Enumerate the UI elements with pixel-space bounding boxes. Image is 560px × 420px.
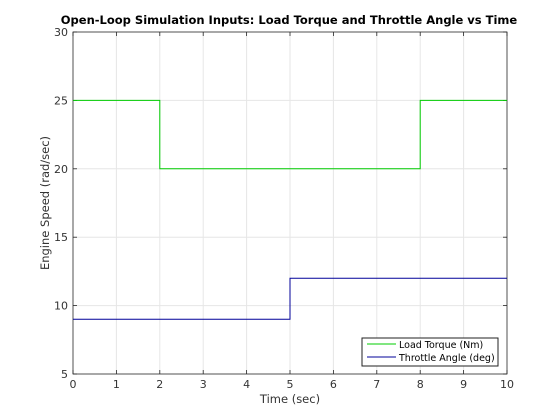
y-axis-label: Engine Speed (rad/sec) bbox=[38, 136, 52, 270]
tick-labels: 0 1 2 3 4 5 6 7 8 9 10 5 10 15 20 25 30 bbox=[54, 26, 514, 391]
x-tick-label: 8 bbox=[417, 378, 424, 391]
y-tick-label: 20 bbox=[54, 163, 68, 176]
x-axis-label: Time (sec) bbox=[259, 392, 320, 406]
x-tick-label: 5 bbox=[287, 378, 294, 391]
series-throttle-angle-line bbox=[73, 277, 507, 320]
x-tick-label: 3 bbox=[200, 378, 207, 391]
y-tick-label: 25 bbox=[54, 94, 68, 107]
x-tick-label: 2 bbox=[156, 378, 163, 391]
x-tick-label: 4 bbox=[243, 378, 250, 391]
chart-title: Open-Loop Simulation Inputs: Load Torque… bbox=[61, 13, 518, 27]
x-tick-label: 0 bbox=[70, 378, 77, 391]
legend-box bbox=[361, 337, 499, 367]
x-tick-label: 1 bbox=[113, 378, 120, 391]
legend: Load Torque (Nm) Throttle Angle (deg) bbox=[361, 337, 499, 367]
y-tick-label: 15 bbox=[54, 231, 68, 244]
series-load-torque-line bbox=[73, 99, 507, 170]
plot-area: 0 1 2 3 4 5 6 7 8 9 10 5 10 15 20 25 30 bbox=[54, 26, 514, 391]
x-tick-label: 6 bbox=[330, 378, 337, 391]
legend-label-throttle-angle: Throttle Angle (deg) bbox=[398, 353, 495, 364]
axes bbox=[72, 31, 508, 375]
series-layer bbox=[73, 99, 507, 320]
x-tick-label: 10 bbox=[500, 378, 514, 391]
y-tick-label: 10 bbox=[54, 300, 68, 313]
y-tick-label: 5 bbox=[61, 368, 68, 381]
y-tick-label: 30 bbox=[54, 26, 68, 39]
legend-label-load-torque: Load Torque (Nm) bbox=[399, 340, 483, 351]
x-tick-label: 9 bbox=[460, 378, 467, 391]
x-tick-label: 7 bbox=[373, 378, 380, 391]
